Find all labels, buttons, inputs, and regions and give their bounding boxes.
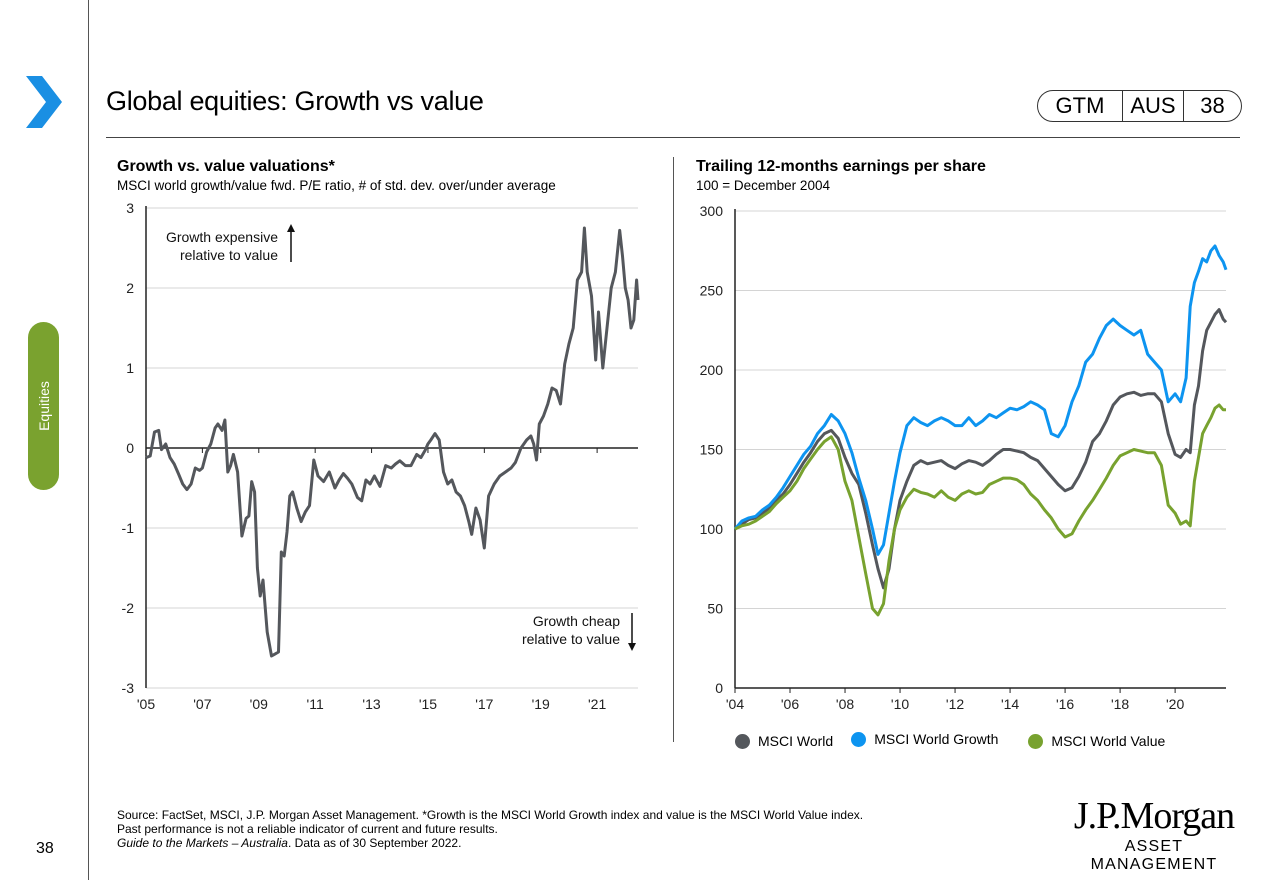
legend-item-growth: MSCI World Growth [851,729,998,749]
legend-item-world: MSCI World [735,733,833,749]
x-tick-label: '14 [1001,696,1019,712]
legend-marker-growth [851,731,867,747]
x-tick-label: '12 [946,696,964,712]
x-tick-label: '04 [726,696,744,712]
left-chart-title: Growth vs. value valuations* [117,158,335,175]
left-chart-subtitle: MSCI world growth/value fwd. P/E ratio, … [117,178,556,193]
page-title: Global equities: Growth vs value [106,86,484,116]
arrow-up-icon [287,224,295,232]
legend-label-value: MSCI World Value [1051,733,1166,749]
left-margin-rule [88,0,89,880]
y-tick-label: 0 [715,680,723,696]
title-divider [106,137,1240,138]
series-line-msci-world-growth [733,244,1228,556]
chart-divider [673,157,674,742]
series-line-msci-world [734,308,1228,590]
x-tick-label: '13 [362,696,380,712]
page-badge: GTM AUS 38 [1037,90,1242,122]
x-tick-label: '15 [419,696,437,712]
y-tick-label: -2 [122,600,135,616]
annotation-growth-cheap: relative to value [522,631,620,647]
y-tick-label: 50 [707,601,723,617]
annotation-growth-expensive: Growth expensive [166,229,278,245]
badge-page: 38 [1200,93,1225,118]
x-tick-label: '08 [836,696,854,712]
jpmorgan-logo: J.P.Morgan ASSET MANAGEMENT [1068,796,1240,874]
logo-subtitle: ASSET MANAGEMENT [1090,838,1218,873]
page-number: 38 [36,840,54,857]
logo-wordmark: J.P.Morgan [1073,795,1235,837]
x-tick-label: '16 [1056,696,1074,712]
x-tick-label: '05 [137,696,155,712]
y-tick-label: 250 [700,283,724,299]
y-tick-label: 300 [700,203,724,219]
x-tick-label: '11 [307,696,324,712]
y-tick-label: 3 [126,200,134,216]
series-line-msci-world-value [734,403,1226,617]
y-tick-label: 200 [700,362,724,378]
y-tick-label: 1 [126,360,134,376]
footnote-date: . Data as of 30 September 2022. [287,836,462,850]
footnote-guide-title: Guide to the Markets – Australia [117,836,288,850]
footnote-source: Source: FactSet, MSCI, J.P. Morgan Asset… [117,808,864,822]
legend-marker-world [735,733,750,749]
annotation-growth-expensive: relative to value [180,247,278,263]
y-tick-label: 150 [700,442,724,458]
legend-item-value: MSCI World Value [1028,733,1165,749]
footnote: Source: FactSet, MSCI, J.P. Morgan Asset… [117,808,863,850]
x-tick-label: '09 [250,696,268,712]
x-tick-label: '18 [1111,696,1129,712]
footnote-disclaimer: Past performance is not a reliable indic… [117,822,498,836]
right-chart-subtitle: 100 = December 2004 [696,178,830,193]
arrow-down-icon [628,643,636,651]
right-chart-title: Trailing 12-months earnings per share [696,158,986,175]
x-tick-label: '17 [475,696,493,712]
y-tick-label: -3 [122,680,135,696]
x-tick-label: '20 [1166,696,1184,712]
badge-region: AUS [1123,91,1184,121]
x-tick-label: '06 [781,696,799,712]
y-tick-label: 2 [126,280,134,296]
y-tick-label: 100 [700,521,724,537]
y-tick-label: -1 [122,520,135,536]
legend-label-world: MSCI World [758,733,834,749]
annotation-growth-cheap: Growth cheap [533,613,620,629]
series-line-growth-value-fwd-p-e-std-dev- [145,226,640,658]
x-tick-label: '21 [588,696,606,712]
section-tab-equities[interactable]: Equities [28,322,59,490]
x-tick-label: '19 [532,696,550,712]
right-chart-legend: MSCI World MSCI World Growth MSCI World … [735,731,1183,749]
x-tick-label: '07 [193,696,211,712]
x-tick-label: '10 [891,696,909,712]
badge-gtm: GTM [1038,91,1123,121]
footnote-guide: Guide to the Markets – Australia. Data a… [117,836,863,850]
legend-label-growth: MSCI World Growth [874,731,999,747]
chevron-right-icon [26,76,62,128]
y-tick-label: 0 [126,440,134,456]
legend-marker-value [1028,733,1044,749]
